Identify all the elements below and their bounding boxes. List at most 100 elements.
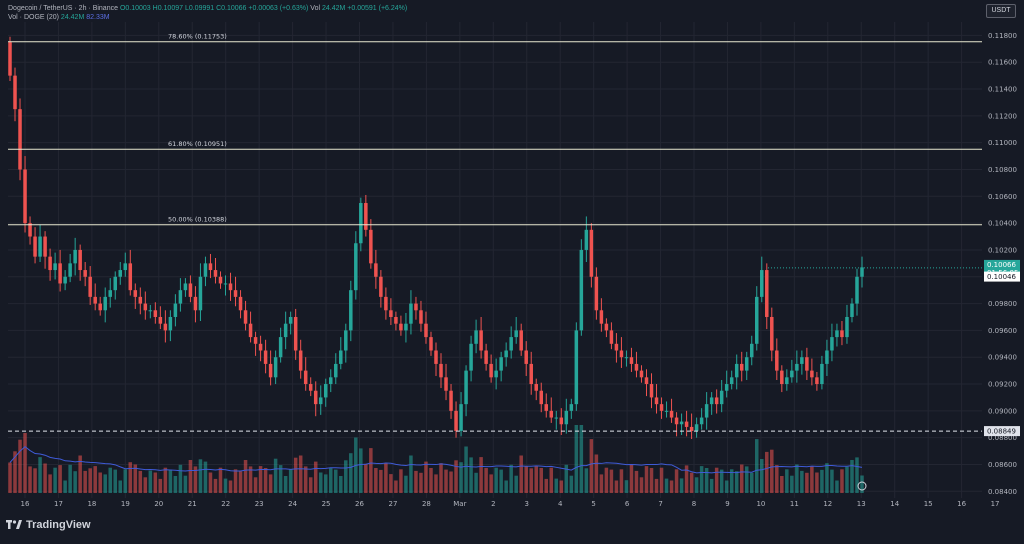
candle-body	[800, 357, 804, 364]
candle-body	[359, 203, 363, 244]
volume-bar	[369, 448, 373, 493]
fib-level-label: 61.80% (0.10951)	[168, 140, 227, 148]
volume-bar	[464, 446, 468, 493]
volume-bar	[8, 462, 12, 493]
candle-body	[489, 363, 493, 378]
candle-body	[504, 350, 508, 358]
volume-bar	[148, 470, 153, 493]
time-axis-label: 14	[890, 500, 899, 508]
volume-value: 24.42M	[321, 5, 346, 12]
candle-body	[288, 316, 293, 324]
volume-bar	[328, 467, 333, 493]
candle-body	[278, 337, 283, 358]
volume-bar	[429, 468, 433, 493]
volume-bar	[780, 476, 784, 493]
candle-body	[464, 370, 468, 405]
volume-bar	[564, 464, 569, 493]
volume-bar	[374, 468, 378, 493]
candle-body	[103, 296, 107, 311]
volume-bar	[664, 478, 669, 493]
time-axis-label: 16	[957, 500, 966, 508]
candle-body	[283, 323, 288, 338]
volume-bar	[103, 474, 107, 493]
candle-body	[729, 377, 734, 385]
candle-body	[73, 249, 77, 264]
candle-body	[659, 404, 664, 411]
candle-body	[429, 337, 433, 351]
price-axis-label: 0.11600	[988, 59, 1017, 67]
candle-body	[238, 296, 243, 311]
prev-price-badge	[984, 271, 1020, 282]
time-axis-label: 9	[725, 500, 729, 508]
candle-body	[795, 363, 799, 371]
volume-bar	[168, 469, 173, 493]
volume-bar	[599, 474, 604, 493]
candle-body	[13, 75, 17, 110]
candle-body	[860, 267, 864, 277]
volume-bar	[594, 454, 599, 493]
candle-body	[639, 370, 644, 378]
volume-bar	[790, 475, 794, 493]
volume-bar	[13, 451, 17, 493]
candle-body	[248, 323, 253, 338]
candle-body	[48, 256, 52, 271]
price-axis-label: 0.08600	[988, 461, 1017, 469]
volume-bar	[815, 472, 819, 493]
volume-bar	[724, 480, 729, 493]
currency-button[interactable]: USDT	[986, 4, 1016, 18]
volume-bar	[198, 459, 203, 493]
volume-bar	[474, 472, 478, 493]
volume-bar	[273, 458, 278, 493]
price-axis-label: 0.10200	[988, 246, 1017, 254]
volume-bar	[514, 475, 518, 493]
candle-body	[559, 417, 564, 425]
candle-body	[188, 283, 193, 297]
candle-body	[604, 323, 609, 331]
volume-bar	[188, 460, 193, 493]
volume-bar	[108, 467, 112, 493]
candle-body	[664, 410, 669, 412]
time-axis-label: 26	[355, 500, 364, 508]
fib-levels: 78.60% (0.11753) 61.80% (0.10951) 50.00% (…	[8, 33, 982, 432]
volume-bar	[143, 477, 148, 493]
tradingview-logo[interactable]: TradingView	[6, 519, 91, 531]
candle-body	[810, 370, 814, 378]
candle-body	[765, 270, 769, 317]
volume-bar	[323, 474, 328, 493]
candle-body	[113, 276, 118, 291]
volume-indicator-legend[interactable]: Vol · DOGE (20) 24.42M 82.33M	[8, 14, 110, 21]
candle-body	[529, 363, 533, 385]
candle-body	[484, 350, 488, 364]
candle-body	[183, 283, 188, 291]
volume-bar	[800, 470, 804, 493]
symbol-title[interactable]: Dogecoin / TetherUS · 2h · Binance	[8, 5, 118, 12]
volume-bar	[760, 459, 764, 493]
chart-settings-icon	[857, 481, 867, 491]
volume-bar	[589, 439, 594, 493]
volume-bar	[389, 474, 393, 493]
volume-bar	[529, 468, 533, 493]
support-badge-label: 0.08849	[987, 428, 1016, 436]
price-axis-label: 0.08400	[988, 488, 1017, 496]
time-axis-label: 16	[21, 500, 30, 508]
volume-bar	[719, 469, 724, 493]
volume-bar	[384, 463, 388, 493]
volume-bar	[138, 470, 143, 493]
volume-bar	[765, 451, 769, 493]
volume-bar	[654, 478, 659, 493]
volume-indicator-value: 24.42M	[60, 14, 85, 21]
candle-body	[18, 109, 22, 170]
symbol-header[interactable]: Dogecoin / TetherUS · 2h · Binance O0.10…	[8, 4, 407, 14]
price-axis-label: 0.11000	[988, 139, 1017, 147]
candle-body	[268, 363, 273, 378]
candle-body	[334, 363, 338, 378]
volume-bar	[23, 433, 27, 493]
volume-bar	[48, 474, 52, 493]
candle-body	[88, 276, 92, 297]
time-axis-label: 21	[188, 500, 197, 508]
volume-bar	[855, 457, 859, 493]
volume-bar	[318, 472, 323, 493]
